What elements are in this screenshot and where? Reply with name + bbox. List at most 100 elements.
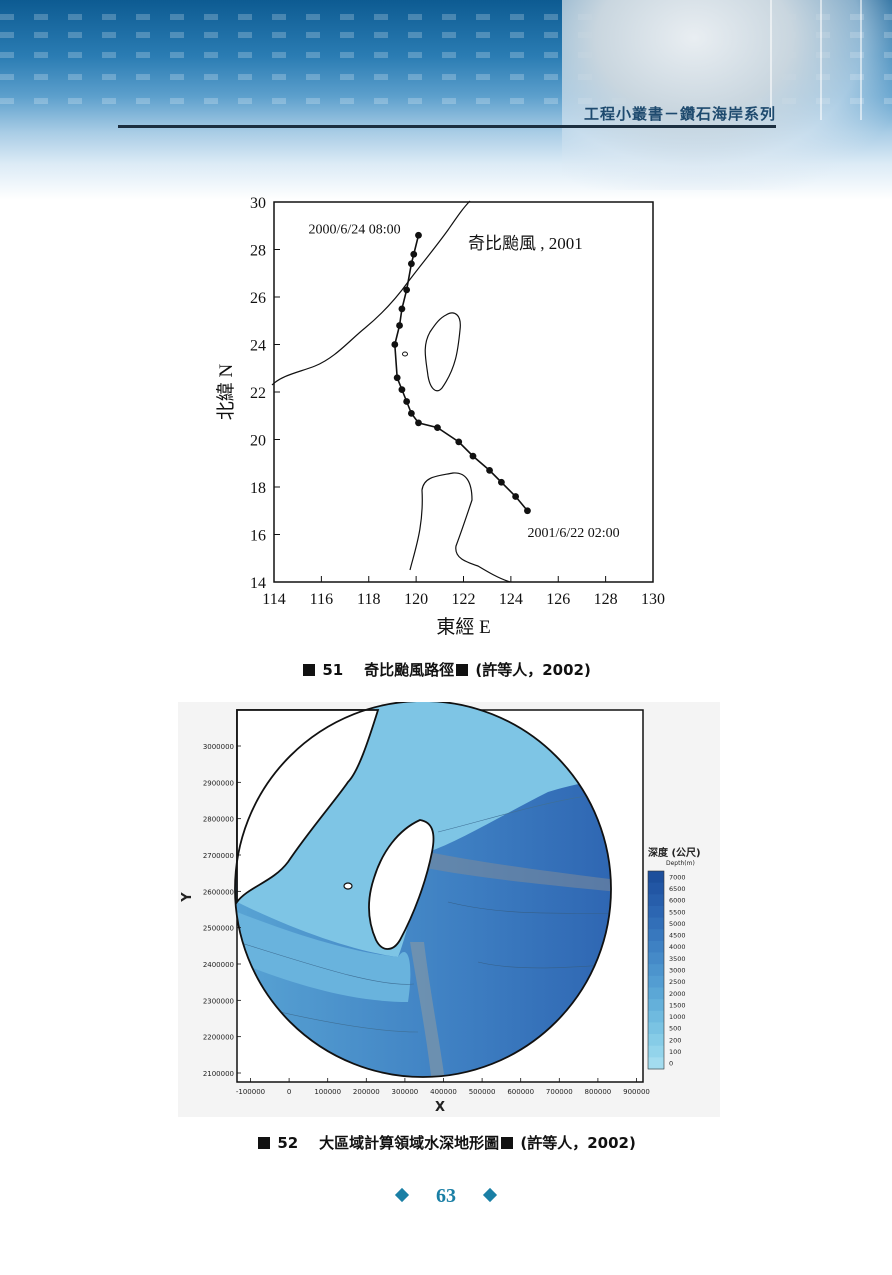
legend-title: 深度 (公尺) — [648, 846, 701, 859]
figure-51-caption: 51 奇比颱風路徑 (許等人，2002) — [0, 659, 892, 680]
x-tick-label: 200000 — [353, 1088, 380, 1096]
y-tick-label: 2200000 — [203, 1034, 234, 1042]
legend-swatch — [648, 894, 664, 907]
y-tick-label: 2500000 — [203, 925, 234, 933]
running-title: 工程小叢書－鑽石海岸系列 — [583, 105, 776, 123]
y-tick-label: 14 — [250, 575, 266, 592]
figure-marker — [303, 664, 316, 676]
start-annotation: 2000/6/24 08:00 — [308, 222, 400, 237]
legend-level-label: 6000 — [669, 897, 686, 905]
y-tick-label: 2400000 — [203, 961, 234, 969]
coastline-taiwan — [424, 312, 461, 392]
legend-swatch — [648, 1010, 664, 1023]
track-point — [415, 231, 422, 239]
legend-level-label: 200 — [669, 1036, 681, 1044]
land-mainland — [236, 709, 380, 905]
track-point — [410, 250, 418, 258]
figure-marker — [258, 1137, 271, 1149]
y-tick-label: 2100000 — [203, 1070, 234, 1078]
track-point — [512, 493, 520, 500]
y-tick-label: 2300000 — [203, 997, 234, 1005]
legend-level-label: 500 — [669, 1025, 681, 1033]
y-axis-label: 北緯 N — [215, 363, 237, 420]
track-point — [403, 398, 411, 405]
track-point — [393, 374, 401, 382]
x-tick-label: 900000 — [623, 1088, 650, 1096]
x-tick-label: 500000 — [469, 1088, 496, 1096]
x-tick-label: 400000 — [430, 1088, 457, 1096]
track-point — [398, 386, 406, 394]
domain-boundary — [234, 702, 612, 1078]
legend-swatch — [648, 964, 664, 977]
caption-citation: (許等人，2002) — [475, 661, 591, 679]
x-tick-label: 126 — [546, 591, 570, 608]
track-point — [403, 286, 411, 294]
legend-level-label: 7000 — [669, 873, 686, 881]
y-tick-label: 28 — [250, 243, 266, 260]
y-tick-label: 22 — [250, 385, 266, 402]
x-axis-label: X — [435, 1100, 445, 1115]
chart-title: 奇比颱風 , 2001 — [468, 234, 583, 253]
legend-level-label: 2500 — [669, 978, 686, 986]
coastal-photo — [562, 0, 892, 190]
legend-level-label: 5500 — [669, 908, 686, 916]
x-tick-label: 300000 — [392, 1088, 419, 1096]
x-tick-label: 114 — [262, 591, 285, 608]
figure-51-typhoon-track: 114 116 118 120 122 124 126 128 130 14 16 18 20 22 24 2… — [210, 190, 680, 650]
legend-swatch — [648, 952, 664, 965]
track-point — [396, 322, 403, 329]
y-tick-label: 2700000 — [203, 852, 234, 860]
track-point — [469, 452, 477, 460]
land-penghu — [343, 882, 353, 890]
page-footer: 63 — [0, 1185, 892, 1208]
y-tick-label: 2900000 — [203, 779, 234, 787]
track-point — [498, 478, 505, 486]
legend-swatch — [648, 871, 664, 884]
y-tick-label: 20 — [250, 433, 266, 450]
x-tick-label: 130 — [641, 591, 665, 608]
caption-title: 大區域計算領域水深地形圖 — [319, 1134, 500, 1152]
y-tick-label: 2600000 — [203, 888, 234, 896]
track-point — [524, 507, 531, 515]
x-tick-label: 100000 — [314, 1088, 341, 1096]
x-tick-label: 700000 — [546, 1088, 573, 1096]
legend-level-label: 1500 — [669, 1001, 686, 1009]
x-axis-label: 東經 E — [436, 616, 490, 638]
y-tick-label: 2800000 — [203, 816, 234, 824]
track-point — [486, 466, 493, 474]
y-axis-label: Y — [180, 892, 195, 903]
track-point — [391, 341, 399, 348]
legend-swatch — [648, 917, 664, 930]
legend-level-label: 3000 — [669, 967, 686, 975]
x-tick-label: 120 — [404, 591, 428, 608]
track-point — [434, 424, 441, 432]
x-tick-label: 118 — [357, 591, 380, 608]
legend-swatch — [648, 1022, 664, 1035]
track-point — [398, 305, 406, 313]
end-annotation: 2001/6/22 02:00 — [527, 526, 619, 541]
caption-title: 奇比颱風路徑 — [364, 661, 455, 679]
legend-level-label: 2000 — [669, 990, 686, 998]
legend-level-label: 0 — [669, 1060, 673, 1068]
caption-number: 52 — [277, 1134, 299, 1152]
figure-52-bathymetry: -100000 0 100000 200000 300000 400000 500000 60… — [178, 702, 720, 1117]
land-taiwan — [368, 819, 435, 950]
track-point — [455, 438, 463, 446]
legend-swatch — [648, 975, 664, 988]
legend-swatch — [648, 905, 664, 918]
typhoon-track-chart: 114 116 118 120 122 124 126 128 130 14 16 18 20 22 24 2… — [215, 195, 665, 638]
legend-swatch — [648, 940, 664, 953]
figure-marker — [501, 1137, 514, 1149]
legend-swatch — [648, 1057, 664, 1070]
legend-level-label: 5000 — [669, 920, 686, 928]
legend-level-label: 4500 — [669, 932, 686, 940]
x-tick-label: -100000 — [236, 1088, 265, 1096]
x-tick-label: 124 — [499, 591, 523, 608]
track-line — [393, 235, 529, 512]
x-tick-label: 116 — [310, 591, 333, 608]
penghu-islet — [402, 351, 408, 357]
legend-subtitle: Depth(m) — [666, 860, 695, 867]
x-tick-label: 0 — [287, 1088, 291, 1096]
caption-number: 51 — [322, 661, 344, 679]
legend-level-label: 3500 — [669, 955, 686, 963]
